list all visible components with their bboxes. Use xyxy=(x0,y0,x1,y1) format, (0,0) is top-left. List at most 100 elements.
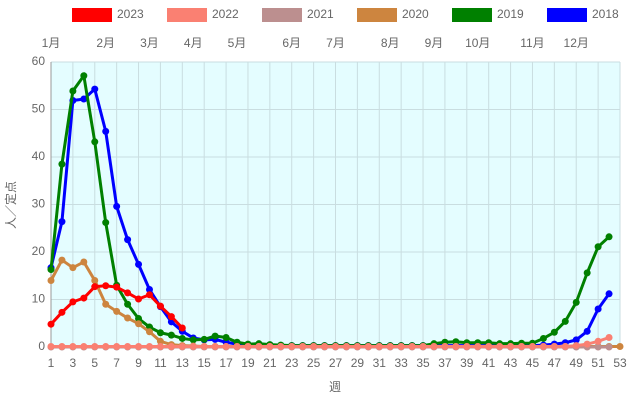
data-point xyxy=(397,343,405,351)
data-point xyxy=(605,233,613,241)
data-point xyxy=(594,343,602,351)
data-point xyxy=(102,343,110,351)
data-point xyxy=(135,260,143,268)
data-point xyxy=(364,343,372,351)
data-point xyxy=(91,343,99,351)
data-point xyxy=(135,315,143,322)
x-tick-label: 21 xyxy=(263,356,277,370)
month-label: 10月 xyxy=(465,36,490,50)
legend-swatch[interactable] xyxy=(357,8,397,22)
data-point xyxy=(47,277,55,284)
data-point xyxy=(310,343,318,351)
x-tick-label: 37 xyxy=(438,356,452,370)
data-point xyxy=(102,219,110,227)
x-tick-label: 9 xyxy=(135,356,142,370)
x-tick-label: 31 xyxy=(373,356,387,370)
data-point xyxy=(156,302,164,310)
data-point xyxy=(496,343,504,351)
legend-label[interactable]: 2021 xyxy=(307,7,334,21)
data-point xyxy=(178,334,186,342)
data-point xyxy=(550,328,558,336)
data-point xyxy=(91,277,99,284)
data-point xyxy=(167,343,175,351)
data-point xyxy=(277,343,285,351)
x-tick-label: 15 xyxy=(198,356,212,370)
data-point xyxy=(189,336,197,344)
data-point xyxy=(211,332,219,340)
x-tick-label: 53 xyxy=(613,356,627,370)
x-tick-label: 27 xyxy=(329,356,343,370)
data-point xyxy=(145,343,153,351)
data-point xyxy=(561,343,569,351)
legend-swatch[interactable] xyxy=(167,8,207,22)
legend-label[interactable]: 2019 xyxy=(497,7,524,21)
data-point xyxy=(91,283,99,291)
legend-swatch[interactable] xyxy=(262,8,302,22)
x-tick-label: 49 xyxy=(570,356,584,370)
data-point xyxy=(572,298,580,306)
data-point xyxy=(419,343,427,351)
data-point xyxy=(80,343,88,351)
data-point xyxy=(255,343,263,351)
data-point xyxy=(145,291,153,299)
y-tick-label: 60 xyxy=(32,54,46,68)
data-point xyxy=(200,343,208,351)
data-point xyxy=(178,324,186,332)
data-point xyxy=(594,305,602,313)
data-point xyxy=(145,286,153,294)
data-point xyxy=(452,343,460,351)
data-point xyxy=(80,72,88,80)
data-point xyxy=(156,329,164,337)
data-point xyxy=(102,127,110,135)
y-axis-label: 人／定点 xyxy=(3,181,18,229)
x-tick-label: 11 xyxy=(154,356,167,370)
legend-swatch[interactable] xyxy=(72,8,112,22)
legend-swatch[interactable] xyxy=(452,8,492,22)
data-point xyxy=(583,269,591,277)
legend-label[interactable]: 2018 xyxy=(592,7,619,21)
data-point xyxy=(178,343,186,351)
data-point xyxy=(47,266,55,274)
data-point xyxy=(156,343,164,351)
legend-swatch[interactable] xyxy=(547,8,587,22)
data-point xyxy=(80,95,88,103)
x-axis-label: 週 xyxy=(329,380,341,394)
data-point xyxy=(69,264,77,272)
y-tick-label: 40 xyxy=(32,149,46,163)
data-point xyxy=(583,340,591,348)
data-point xyxy=(211,343,219,351)
data-point xyxy=(80,294,88,302)
data-point xyxy=(58,256,66,264)
y-tick-label: 0 xyxy=(38,339,45,353)
x-tick-label: 51 xyxy=(591,356,605,370)
data-point xyxy=(124,236,132,244)
legend-label[interactable]: 2022 xyxy=(212,7,239,21)
data-point xyxy=(342,343,350,351)
x-tick-label: 35 xyxy=(416,356,430,370)
data-point xyxy=(594,243,602,251)
data-point xyxy=(507,343,515,351)
data-point xyxy=(200,335,208,343)
y-tick-label: 30 xyxy=(32,197,46,211)
data-point xyxy=(583,327,591,335)
data-point xyxy=(135,295,143,303)
data-point xyxy=(299,343,307,351)
data-point xyxy=(47,320,55,328)
data-point xyxy=(616,343,624,351)
data-point xyxy=(386,343,394,351)
data-point xyxy=(47,343,55,351)
data-point xyxy=(58,218,66,226)
data-point xyxy=(222,343,230,351)
data-point xyxy=(124,289,132,297)
legend-label[interactable]: 2023 xyxy=(117,7,144,21)
data-point xyxy=(113,283,121,291)
data-point xyxy=(91,85,99,93)
legend-label[interactable]: 2020 xyxy=(402,7,429,21)
month-label: 5月 xyxy=(228,36,247,50)
month-label: 7月 xyxy=(326,36,345,50)
data-point xyxy=(321,343,329,351)
x-tick-label: 29 xyxy=(351,356,365,370)
data-point xyxy=(102,282,110,290)
y-tick-label: 20 xyxy=(32,244,46,258)
